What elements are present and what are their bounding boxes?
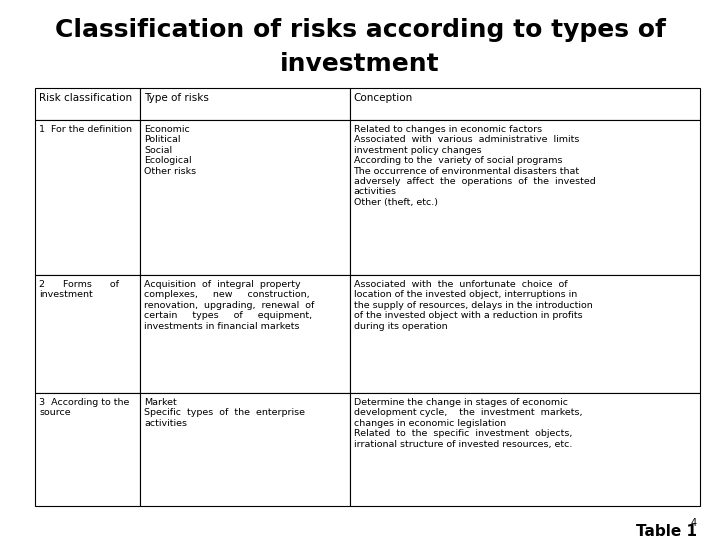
Bar: [140, 120, 349, 275]
Text: 2      Forms      of
investment: 2 Forms of investment: [39, 280, 119, 299]
Text: Classification of risks according to types of: Classification of risks according to typ…: [55, 18, 665, 42]
Bar: [349, 88, 700, 120]
Text: Conception: Conception: [354, 93, 413, 103]
Text: Economic
Political
Social
Ecological
Other risks: Economic Political Social Ecological Oth…: [144, 125, 196, 176]
Bar: [35, 275, 140, 393]
Text: 4: 4: [691, 518, 697, 528]
Bar: [35, 120, 140, 275]
Bar: [140, 88, 349, 120]
Text: Type of risks: Type of risks: [144, 93, 209, 103]
Text: Market
Specific  types  of  the  enterprise
activities: Market Specific types of the enterprise …: [144, 398, 305, 428]
Bar: [349, 120, 700, 275]
Text: Determine the change in stages of economic
development cycle,    the  investment: Determine the change in stages of econom…: [354, 398, 582, 449]
Text: Associated  with  the  unfortunate  choice  of
location of the invested object, : Associated with the unfortunate choice o…: [354, 280, 593, 330]
Text: Acquisition  of  integral  property
complexes,     new     construction,
renovat: Acquisition of integral property complex…: [144, 280, 315, 330]
Bar: [140, 393, 349, 506]
Text: 3  According to the
source: 3 According to the source: [39, 398, 130, 417]
Text: 1  For the definition: 1 For the definition: [39, 125, 132, 134]
Text: Related to changes in economic factors
Associated  with  various  administrative: Related to changes in economic factors A…: [354, 125, 595, 207]
Bar: [349, 275, 700, 393]
Bar: [349, 393, 700, 506]
Bar: [35, 393, 140, 506]
Text: investment: investment: [280, 52, 440, 76]
Bar: [140, 275, 349, 393]
Text: Table 1: Table 1: [636, 524, 697, 539]
Text: Risk classification: Risk classification: [39, 93, 132, 103]
Bar: [35, 88, 140, 120]
